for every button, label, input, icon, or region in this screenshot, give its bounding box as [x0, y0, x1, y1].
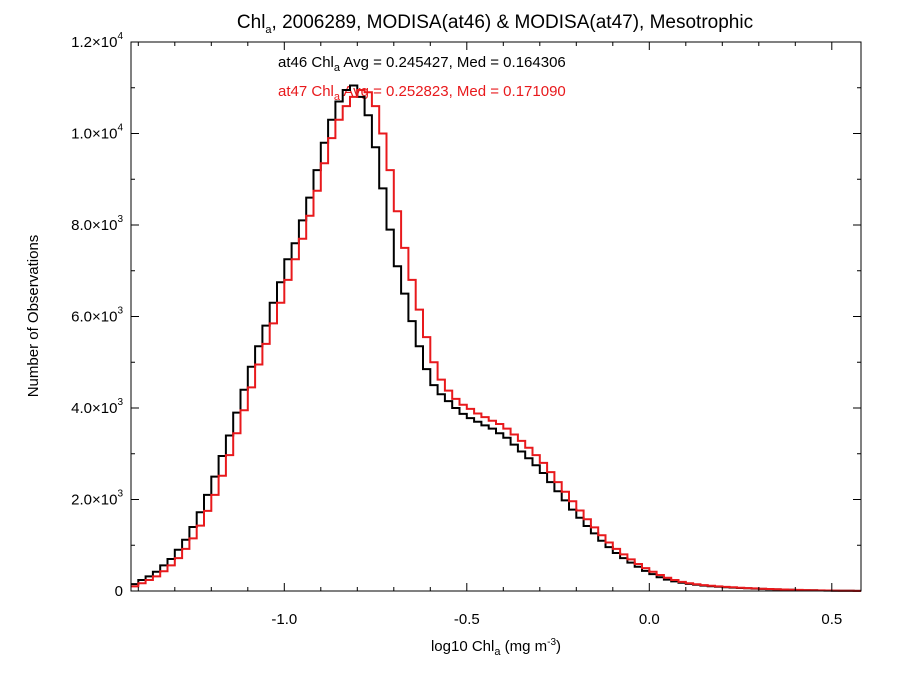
y-tick-label: 4.0×103 — [71, 397, 123, 417]
series-at47-step-line — [131, 89, 861, 592]
y-tick-label: 0 — [115, 583, 123, 600]
y-tick-label: 1.2×104 — [71, 31, 123, 51]
y-tick-label: 8.0×103 — [71, 214, 123, 234]
y-tick-label: 6.0×103 — [71, 306, 123, 326]
x-tick-label: 0.0 — [639, 611, 660, 628]
chart-title: Chla, 2006289, MODISA(at46) & MODISA(at4… — [237, 12, 753, 36]
stats-annotation-at47: at47 Chla Avg = 0.252823, Med = 0.171090 — [278, 83, 566, 103]
x-tick-label: -0.5 — [454, 611, 480, 628]
x-axis-ticks: -1.0 -0.5 0.0 0.5 — [137, 42, 842, 628]
x-axis-label: log10 Chla (mg m-3) — [431, 637, 561, 658]
stats-annotation-at46: at46 Chla Avg = 0.245427, Med = 0.164306 — [278, 54, 566, 74]
y-tick-label: 2.0×103 — [71, 489, 123, 509]
y-axis-label: Number of Observations — [25, 235, 42, 398]
x-tick-label: -1.0 — [271, 611, 297, 628]
y-axis-ticks: 0 2.0×103 4.0×103 6.0×103 8.0×103 1.0×104 1.2×… — [71, 31, 861, 600]
y-tick-label: 1.0×104 — [71, 123, 123, 143]
x-tick-label: 0.5 — [821, 611, 842, 628]
